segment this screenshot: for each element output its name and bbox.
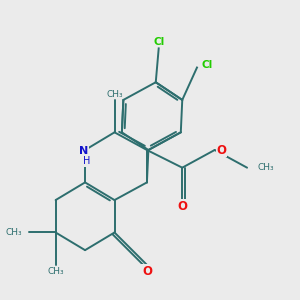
Text: Cl: Cl <box>202 60 213 70</box>
Text: CH₃: CH₃ <box>47 267 64 276</box>
Text: H: H <box>83 156 90 166</box>
Text: O: O <box>142 265 152 278</box>
Text: CH₃: CH₃ <box>106 89 123 98</box>
Text: O: O <box>216 143 226 157</box>
Text: O: O <box>177 200 187 213</box>
Text: CH₃: CH₃ <box>5 228 22 237</box>
Text: CH₃: CH₃ <box>257 163 274 172</box>
Text: N: N <box>79 146 88 157</box>
Text: Cl: Cl <box>153 37 164 47</box>
